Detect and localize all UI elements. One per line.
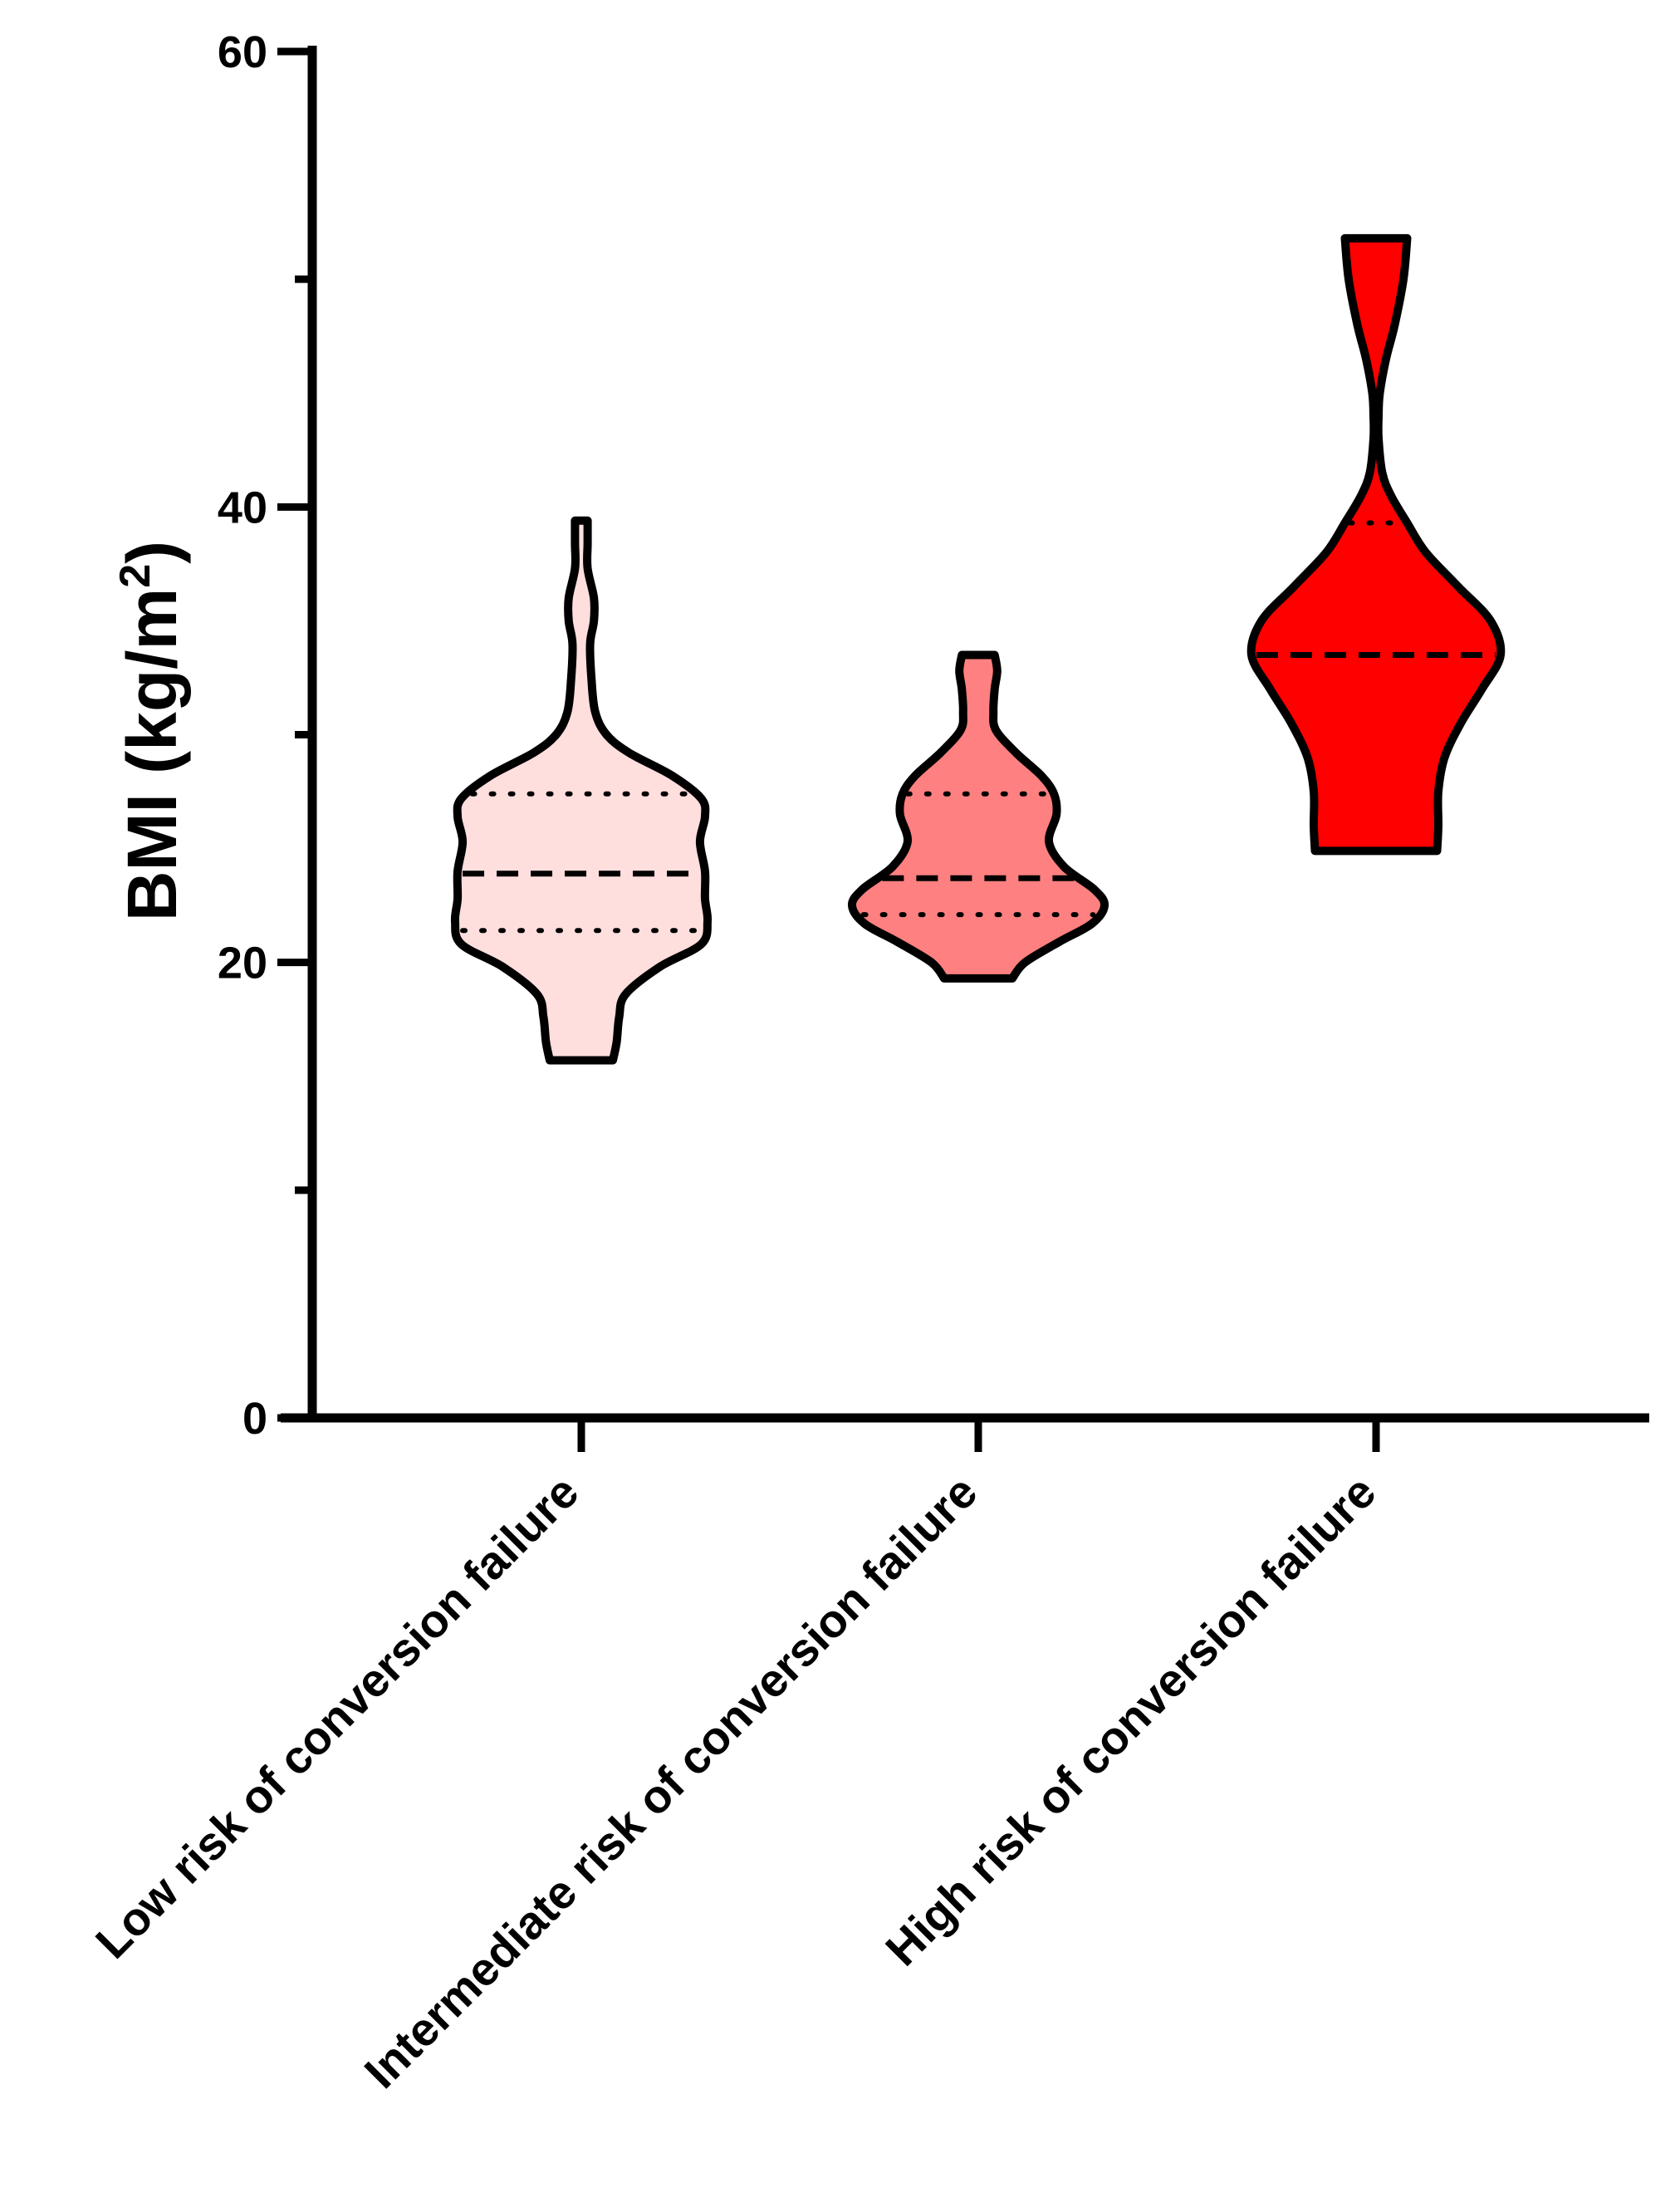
- violin-body: [450, 516, 713, 1065]
- ticks-group: 0 20 40 60: [218, 27, 1380, 1452]
- y-tick-label: 60: [218, 27, 267, 77]
- x-category-label: Intermediate risk of conversion failure: [355, 1465, 987, 2098]
- y-tick-label: 0: [242, 1394, 267, 1444]
- x-category-label: High risk of conversion failure: [875, 1465, 1385, 1975]
- y-axis-title-text: BMI (kg/m: [113, 588, 191, 921]
- y-axis-title-superscript: 2: [111, 564, 159, 588]
- violins-group: [450, 233, 1506, 1065]
- y-axis-title: BMI (kg/m2): [111, 541, 191, 921]
- x-category-label: Low risk of conversion failure: [86, 1465, 589, 1969]
- y-tick-label: 20: [218, 939, 267, 988]
- category-labels-group: Low risk of conversion failureIntermedia…: [86, 1465, 1386, 2098]
- violin-body: [1246, 233, 1506, 856]
- y-axis-title-close: ): [113, 541, 191, 564]
- violin-body: [847, 650, 1109, 983]
- y-tick-label: 40: [218, 483, 267, 532]
